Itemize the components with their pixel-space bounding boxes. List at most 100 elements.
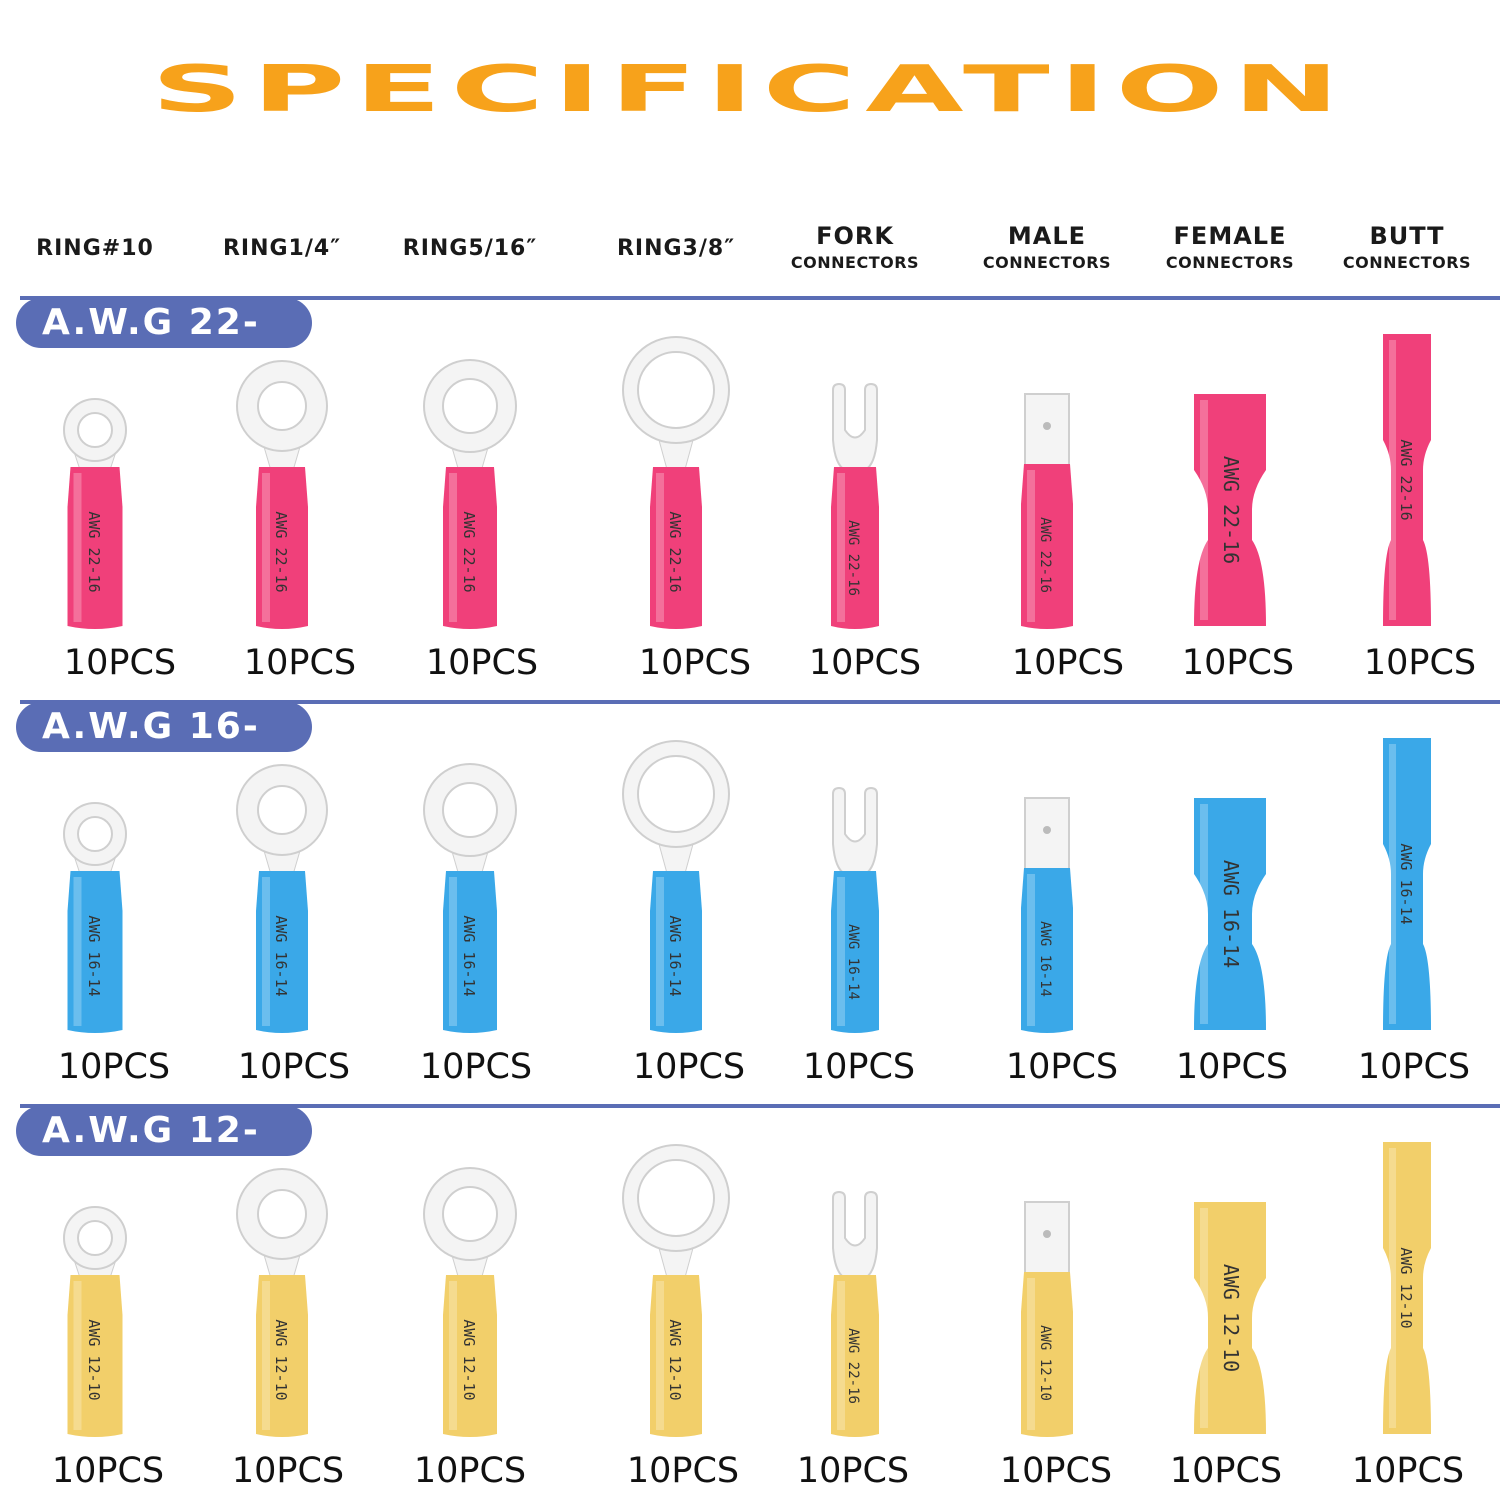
ring-eyelet: [237, 1169, 327, 1259]
connector-male: AWG 22-16: [977, 330, 1117, 635]
printed-gauge-label: AWG 16-14: [1037, 921, 1053, 997]
column-header-female: FEMALE CONNECTORS: [1130, 222, 1330, 272]
ring-hole: [77, 816, 113, 852]
ring-hole: [77, 1220, 113, 1256]
printed-gauge-label: AWG 12-10: [1037, 1325, 1053, 1401]
sleeve-highlight: [1200, 804, 1208, 1024]
ring-outline: [63, 398, 127, 462]
ring-hole: [77, 412, 113, 448]
quantity-label: 10PCS: [1181, 643, 1295, 683]
sleeve-highlight: [656, 877, 664, 1026]
column-title: MALE: [1007, 222, 1087, 250]
gauge-badge: A.W.G 16-14: [16, 702, 312, 797]
printed-gauge-label: AWG 22-16: [460, 511, 478, 592]
fork-spade: [832, 382, 878, 471]
connector-fork: AWG 16-14: [785, 734, 925, 1039]
ring-hole: [637, 351, 715, 429]
sleeve-highlight: [1389, 340, 1396, 620]
quantity-label: 10PCS: [413, 1451, 527, 1491]
printed-gauge-label: AWG 16-14: [272, 915, 290, 996]
row-divider: [20, 1104, 1500, 1108]
ring-eyelet: [623, 337, 729, 443]
column-subtitle: CONNECTORS: [790, 253, 920, 272]
ring-outline: [423, 1167, 517, 1261]
quantity-label: 10PCS: [1005, 1047, 1119, 1087]
quantity-label: 10PCS: [243, 643, 357, 683]
printed-gauge-label: AWG 22-16: [666, 511, 684, 592]
ring-outline: [63, 1206, 127, 1270]
fork-spade: [832, 1190, 878, 1279]
printed-gauge-label: AWG 16-14: [85, 915, 103, 996]
ring-hole: [442, 378, 498, 434]
column-title: FEMALE: [1173, 222, 1287, 250]
insulation-sleeve: [650, 1275, 702, 1437]
insulation-sleeve: [67, 467, 123, 629]
sleeve-highlight: [262, 1281, 270, 1430]
ring-eyelet: [237, 361, 327, 451]
printed-gauge-label: AWG 22-16: [85, 511, 103, 592]
sleeve-highlight: [449, 1281, 457, 1430]
blade-dimple: [1043, 826, 1051, 834]
quantity-label: 10PCS: [638, 643, 752, 683]
insulation-sleeve: [1021, 464, 1073, 629]
connector-ring10: AWG 16-14: [25, 734, 165, 1039]
insulation-sleeve: [831, 1275, 879, 1437]
connector-ring14: AWG 22-16: [212, 330, 352, 635]
row-divider: [20, 700, 1500, 704]
ring-outline: [622, 1144, 730, 1252]
connector-ring10: AWG 12-10: [25, 1138, 165, 1443]
male-blade: [1024, 797, 1070, 877]
insulation-sleeve: [67, 1275, 123, 1437]
sleeve-highlight: [1389, 1148, 1396, 1428]
sleeve-highlight: [1027, 874, 1035, 1026]
column-header-male: MALE CONNECTORS: [947, 222, 1147, 272]
sleeve-highlight: [837, 1281, 845, 1430]
ring-eyelet: [623, 1145, 729, 1251]
page-title: SPECIFICATION: [151, 52, 1349, 127]
ring-eyelet: [64, 803, 126, 865]
printed-gauge-label: AWG 12-10: [272, 1319, 290, 1400]
column-header-ring14: RING1/4″: [182, 222, 382, 261]
ring-eyelet: [623, 741, 729, 847]
printed-gauge-label: AWG 22-16: [1037, 517, 1053, 593]
ring-outline: [622, 336, 730, 444]
ring-outline: [622, 740, 730, 848]
ring-eyelet: [424, 764, 516, 856]
fork-spade: [832, 786, 878, 875]
column-header-ring38: RING3/8″: [576, 222, 776, 261]
ring-outline: [236, 764, 328, 856]
female-sleeve: [1194, 394, 1266, 626]
printed-gauge-label: AWG 12-10: [460, 1319, 478, 1400]
gauge-badge: A.W.G 22-16: [16, 298, 312, 393]
gauge-badge: A.W.G 12-10: [16, 1106, 312, 1201]
ring-outline: [423, 763, 517, 857]
column-title: RING1/4″: [222, 236, 342, 261]
ring-eyelet: [424, 1168, 516, 1260]
insulation-sleeve: [256, 467, 308, 629]
insulation-sleeve: [831, 871, 879, 1033]
connector-ring38: AWG 12-10: [606, 1138, 746, 1443]
blade-dimple: [1043, 1230, 1051, 1238]
ring-hole: [257, 785, 307, 835]
quantity-label: 10PCS: [1011, 643, 1125, 683]
ring-outline: [236, 1168, 328, 1260]
butt-sleeve: [1383, 738, 1431, 1030]
printed-gauge-label: AWG 16-14: [460, 915, 478, 996]
sleeve-highlight: [449, 877, 457, 1026]
insulation-sleeve: [1021, 1272, 1073, 1437]
quantity-label: 10PCS: [802, 1047, 916, 1087]
printed-gauge-label: AWG 22-16: [1219, 456, 1243, 564]
column-subtitle: CONNECTORS: [1342, 253, 1472, 272]
printed-gauge-label: AWG 16-14: [845, 924, 861, 1000]
quantity-label: 10PCS: [63, 643, 177, 683]
insulation-sleeve: [443, 871, 497, 1033]
sleeve-highlight: [837, 473, 845, 622]
ring-eyelet: [64, 399, 126, 461]
connector-ring38: AWG 16-14: [606, 734, 746, 1039]
quantity-label: 10PCS: [1363, 643, 1477, 683]
connector-ring38: AWG 22-16: [606, 330, 746, 635]
printed-gauge-label: AWG 16-14: [1219, 860, 1243, 968]
ring-outline: [236, 360, 328, 452]
column-title: RING3/8″: [616, 236, 736, 261]
ring-hole: [442, 782, 498, 838]
